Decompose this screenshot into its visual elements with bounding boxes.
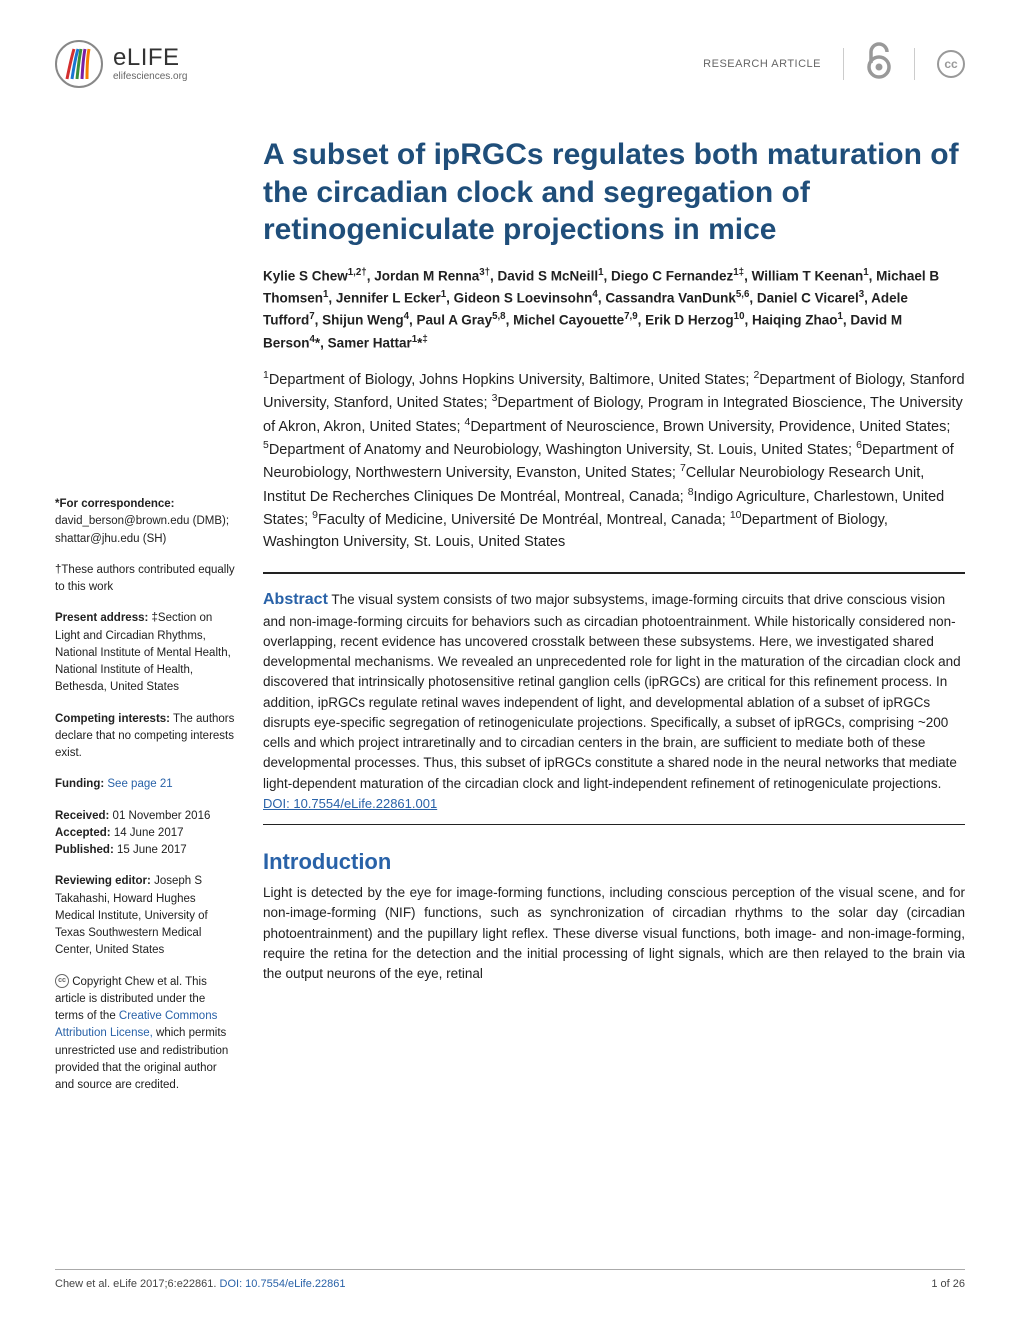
copyright-block: cc Copyright Chew et al. This article is…	[55, 974, 235, 1095]
funding-label: Funding:	[55, 778, 104, 790]
contribution-note: †These authors contributed equally to th…	[55, 562, 235, 597]
footer-doi-link[interactable]: DOI: 10.7554/eLife.22861	[220, 1278, 346, 1290]
article-type-label: RESEARCH ARTICLE	[703, 58, 821, 70]
author-list: Kylie S Chew1,2†, Jordan M Renna3†, Davi…	[263, 265, 965, 355]
present-address-block: Present address: ‡Section on Light and C…	[55, 610, 235, 696]
article-title: A subset of ipRGCs regulates both matura…	[263, 136, 965, 249]
journal-logo: eLIFE elifesciences.org	[55, 40, 187, 88]
affiliation-list: 1Department of Biology, Johns Hopkins Un…	[263, 368, 965, 554]
abstract-body: The visual system consists of two major …	[263, 592, 961, 791]
correspondence-label: *For correspondence:	[55, 498, 175, 510]
correspondence-text: david_berson@brown.edu (DMB); shattar@jh…	[55, 515, 229, 544]
logo-text: eLIFE	[113, 46, 187, 70]
abstract-section: Abstract The visual system consists of t…	[263, 588, 965, 815]
present-address-label: Present address:	[55, 612, 148, 624]
page-footer: Chew et al. eLife 2017;6:e22861. DOI: 10…	[55, 1269, 965, 1290]
page-header: eLIFE elifesciences.org RESEARCH ARTICLE…	[55, 40, 965, 88]
cc-license-icon: cc	[937, 50, 965, 78]
footer-citation: Chew et al. eLife 2017;6:e22861.	[55, 1278, 220, 1290]
dates-block: Received: 01 November 2016 Accepted: 14 …	[55, 808, 235, 860]
section-divider	[263, 824, 965, 825]
received-label: Received:	[55, 810, 109, 822]
funding-block: Funding: See page 21	[55, 776, 235, 793]
accepted-label: Accepted:	[55, 827, 111, 839]
introduction-heading: Introduction	[263, 849, 965, 875]
competing-interests-block: Competing interests: The authors declare…	[55, 711, 235, 763]
present-address-text: ‡Section on Light and Circadian Rhythms,…	[55, 612, 231, 693]
section-divider	[263, 572, 965, 574]
abstract-label: Abstract	[263, 591, 328, 608]
published-date: 15 June 2017	[117, 844, 187, 856]
header-divider	[914, 48, 915, 80]
main-content: A subset of ipRGCs regulates both matura…	[263, 136, 965, 1108]
page-number: 1 of 26	[931, 1278, 965, 1290]
abstract-doi-link[interactable]: DOI: 10.7554/eLife.22861.001	[263, 796, 437, 811]
accepted-date: 14 June 2017	[114, 827, 184, 839]
open-access-icon	[866, 41, 892, 87]
received-date: 01 November 2016	[113, 810, 211, 822]
reviewing-label: Reviewing editor:	[55, 875, 151, 887]
competing-label: Competing interests:	[55, 713, 170, 725]
published-label: Published:	[55, 844, 114, 856]
reviewing-text: Joseph S Takahashi, Howard Hughes Medica…	[55, 875, 208, 956]
introduction-body: Light is detected by the eye for image-f…	[263, 883, 965, 984]
header-divider	[843, 48, 844, 80]
article-sidebar: *For correspondence: david_berson@brown.…	[55, 136, 235, 1108]
reviewing-editor-block: Reviewing editor: Joseph S Takahashi, Ho…	[55, 873, 235, 959]
elife-logo-icon	[55, 40, 103, 88]
correspondence-block: *For correspondence: david_berson@brown.…	[55, 496, 235, 548]
funding-link[interactable]: See page 21	[107, 778, 172, 790]
logo-subtext: elifesciences.org	[113, 72, 187, 82]
cc-small-icon: cc	[55, 974, 69, 988]
